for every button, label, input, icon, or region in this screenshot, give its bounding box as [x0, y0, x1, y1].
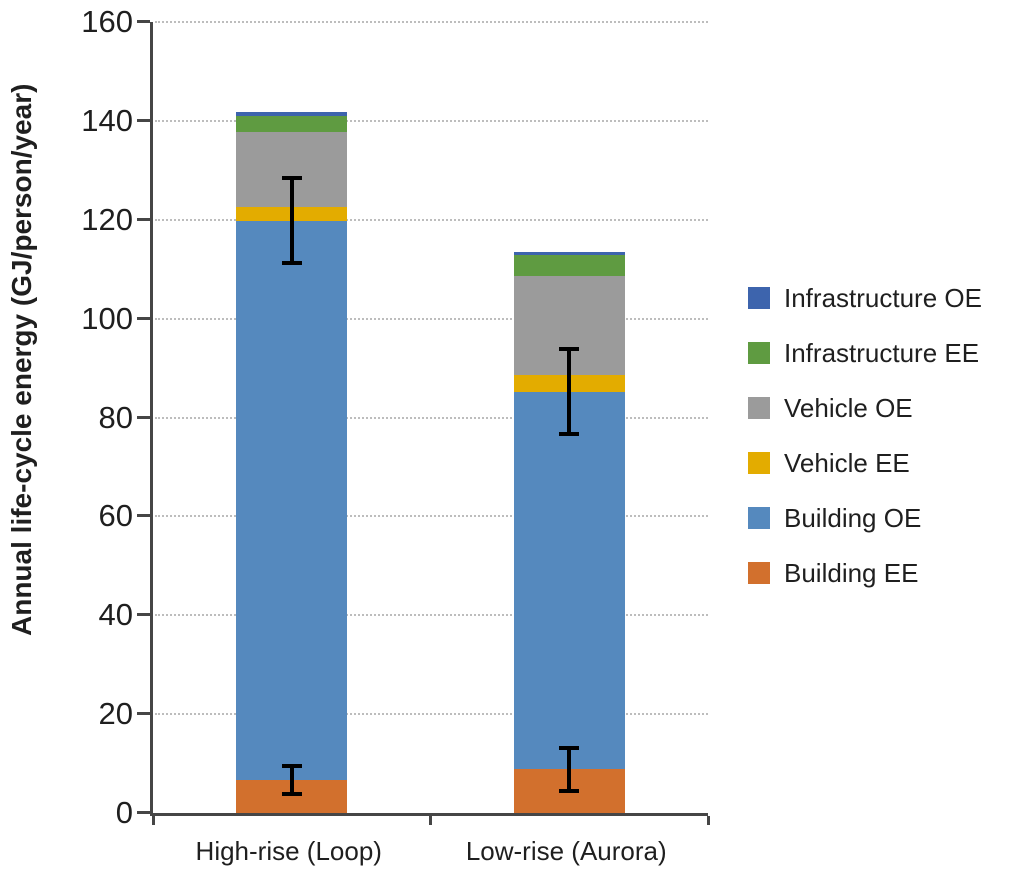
y-tick-mark-120	[137, 217, 150, 221]
bar-segment	[513, 252, 625, 256]
error-bar-cap-top	[281, 175, 302, 180]
x-tick-mark	[151, 816, 155, 825]
legend-item: Building OE	[748, 503, 982, 533]
legend-swatch	[748, 507, 770, 529]
legend-item: Infrastructure EE	[748, 338, 982, 368]
y-tick-mark-100	[137, 316, 150, 320]
bar-segment	[236, 220, 348, 780]
gridline-140	[155, 119, 708, 122]
gridline-20	[155, 713, 708, 716]
gridline-40	[155, 614, 708, 617]
legend-swatch	[748, 562, 770, 584]
legend-swatch	[748, 452, 770, 474]
legend-swatch	[748, 287, 770, 309]
y-tick-label-40: 40	[98, 597, 133, 633]
y-tick-label-80: 80	[98, 399, 133, 435]
legend-label: Vehicle OE	[784, 393, 913, 423]
y-tick-label-60: 60	[98, 498, 133, 534]
bar-segment	[236, 111, 348, 116]
y-tick-label-140: 140	[81, 102, 133, 138]
y-tick-label-120: 120	[81, 201, 133, 237]
error-bar-line	[567, 349, 572, 435]
gridline-160	[155, 21, 708, 23]
y-tick-label-160: 160	[81, 4, 133, 39]
y-tick-label-100: 100	[81, 300, 133, 336]
legend-label: Building OE	[784, 503, 922, 533]
error-bar-cap-top	[559, 745, 580, 750]
legend-item: Vehicle EE	[748, 448, 982, 478]
gridline-100	[155, 317, 708, 320]
y-axis-title: Annual life-cycle energy (GJ/person/year…	[6, 83, 37, 637]
error-bar-cap-bottom	[559, 788, 580, 793]
legend: Infrastructure OE Infrastructure EE Vehicl…	[748, 283, 982, 588]
legend-label: Building EE	[784, 558, 919, 588]
x-tick-label: Low-rise (Aurora)	[465, 836, 667, 866]
legend-label: Infrastructure OE	[784, 283, 982, 313]
legend-swatch	[748, 397, 770, 419]
gridline-120	[155, 218, 708, 221]
legend-label: Vehicle EE	[784, 448, 910, 478]
error-bar-cap-bottom	[281, 260, 302, 265]
error-bar-cap-top	[281, 764, 302, 769]
bar-segment	[513, 255, 625, 277]
error-bar-cap-top	[559, 347, 580, 352]
error-bar-cap-bottom	[559, 432, 580, 437]
x-tick-mark	[429, 816, 432, 825]
legend-label: Infrastructure EE	[784, 338, 980, 368]
legend-item: Vehicle OE	[748, 393, 982, 423]
y-tick-mark-20	[137, 712, 150, 716]
legend-item: Infrastructure OE	[748, 283, 982, 313]
error-bar-line	[289, 177, 294, 263]
gridline-80	[155, 416, 708, 419]
y-tick-mark-140	[137, 118, 150, 122]
error-bar-line	[289, 766, 294, 794]
error-bar-line	[567, 747, 572, 791]
y-tick-mark-60	[137, 514, 150, 518]
bar-segment	[236, 115, 348, 133]
y-tick-mark-80	[137, 415, 150, 419]
y-tick-mark-0	[137, 811, 150, 814]
x-tick-label: High-rise (Loop)	[195, 836, 382, 866]
gridline-60	[155, 515, 708, 518]
bar-segment	[513, 392, 625, 769]
x-tick-mark	[706, 816, 710, 825]
legend-swatch	[748, 342, 770, 364]
plot-area: 0 20 40 60 80 100 120 140 160	[81, 4, 710, 830]
error-bar-cap-bottom	[281, 791, 302, 796]
y-tick-label-20: 20	[98, 696, 133, 732]
y-tick-mark-40	[137, 613, 150, 617]
y-tick-label-0: 0	[115, 795, 133, 830]
y-tick-mark-160	[137, 20, 150, 23]
legend-item: Building EE	[748, 558, 982, 588]
